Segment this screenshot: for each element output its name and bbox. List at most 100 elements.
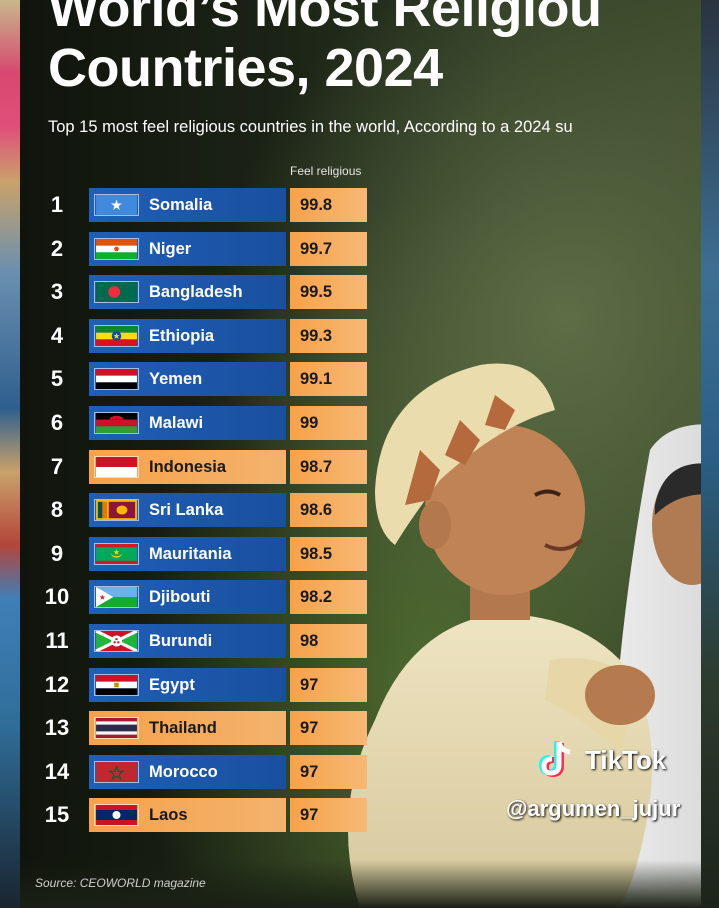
- country-name-morocco: Morocco: [149, 763, 218, 781]
- flag-mauritania-icon: [94, 543, 139, 565]
- rank-4: 4: [50, 323, 64, 348]
- country-name-egypt: Egypt: [149, 676, 195, 694]
- country-name-djibouti: Djibouti: [149, 588, 211, 606]
- column-header-feel-religious: Feel religious: [290, 164, 362, 178]
- title-line-1: World’s Most Religiou: [48, 0, 602, 38]
- flag-sri-lanka-icon: [94, 499, 139, 521]
- flag-indonesia-icon: [94, 456, 139, 478]
- rank-13: 13: [44, 715, 70, 740]
- flag-thailand-icon: [94, 717, 139, 739]
- rank-12: 12: [44, 672, 70, 697]
- country-name-burundi: Burundi: [149, 632, 213, 650]
- creator-handle: @argumen_jujur: [506, 796, 681, 821]
- value-label-malawi: 99: [300, 414, 319, 432]
- country-bar-niger: Niger: [89, 232, 286, 266]
- tiktok-logo-icon: [538, 741, 571, 778]
- value-box-bangladesh: 99.5: [290, 275, 367, 309]
- value-box-indonesia: 98.7: [290, 450, 367, 484]
- country-bar-yemen: Yemen: [89, 362, 286, 396]
- flag-malawi-icon: [94, 412, 139, 434]
- value-box-morocco: 97: [290, 755, 367, 789]
- rank-9: 9: [50, 541, 64, 566]
- country-bar-thailand: Thailand: [89, 711, 286, 745]
- value-label-ethiopia: 99.3: [300, 327, 333, 345]
- country-bar-indonesia: Indonesia: [89, 450, 286, 484]
- country-bar-morocco: Morocco: [89, 755, 286, 789]
- rank-14: 14: [44, 759, 70, 784]
- flag-burundi-icon: [94, 630, 139, 652]
- flag-somalia-icon: [94, 194, 139, 216]
- flag-egypt-icon: [94, 674, 139, 696]
- country-name-thailand: Thailand: [149, 719, 217, 737]
- flag-laos-icon: [94, 804, 139, 826]
- value-box-mauritania: 98.5: [290, 537, 367, 571]
- value-box-ethiopia: 99.3: [290, 319, 367, 353]
- rank-1: 1: [50, 192, 64, 217]
- value-box-somalia: 99.8: [290, 188, 367, 222]
- value-box-niger: 99.7: [290, 232, 367, 266]
- flag-morocco-icon: [94, 761, 139, 783]
- rank-11: 11: [45, 628, 69, 653]
- country-bar-burundi: Burundi: [89, 624, 286, 658]
- country-name-yemen: Yemen: [149, 370, 203, 388]
- value-label-burundi: 98: [300, 632, 319, 650]
- country-bar-malawi: Malawi: [89, 406, 286, 440]
- country-bar-sri-lanka: Sri Lanka: [89, 493, 286, 527]
- flag-bangladesh-icon: [94, 281, 139, 303]
- value-label-niger: 99.7: [300, 240, 333, 258]
- value-box-yemen: 99.1: [290, 362, 367, 396]
- rank-6: 6: [50, 410, 64, 435]
- flag-djibouti-icon: [94, 586, 139, 608]
- country-name-indonesia: Indonesia: [149, 458, 227, 476]
- country-name-somalia: Somalia: [149, 196, 213, 214]
- country-name-malawi: Malawi: [149, 414, 204, 432]
- value-label-morocco: 97: [300, 763, 319, 781]
- value-label-sri-lanka: 98.6: [300, 501, 333, 519]
- title-line-2: Countries, 2024: [48, 38, 443, 98]
- rank-15: 15: [44, 802, 70, 827]
- country-name-mauritania: Mauritania: [149, 545, 232, 563]
- value-label-thailand: 97: [300, 719, 319, 737]
- rank-8: 8: [50, 497, 64, 522]
- panel-bottom-fade: [20, 860, 701, 908]
- country-bar-bangladesh: Bangladesh: [89, 275, 286, 309]
- value-label-laos: 97: [300, 806, 319, 824]
- value-label-djibouti: 98.2: [300, 588, 333, 606]
- value-label-indonesia: 98.7: [300, 458, 333, 476]
- flag-yemen-icon: [94, 368, 139, 390]
- country-name-laos: Laos: [149, 806, 188, 824]
- flag-niger-icon: [94, 238, 139, 260]
- flag-ethiopia-icon: [94, 325, 139, 347]
- country-name-sri-lanka: Sri Lanka: [149, 501, 224, 519]
- country-bar-egypt: Egypt: [89, 668, 286, 702]
- value-label-bangladesh: 99.5: [300, 283, 333, 301]
- country-name-bangladesh: Bangladesh: [149, 283, 243, 301]
- chart-subtitle: Top 15 most feel religious countries in …: [48, 118, 573, 136]
- right-edge-background: [701, 0, 719, 908]
- chart-title: World’s Most Religiou Countries, 2024: [48, 0, 698, 98]
- source-note: Source: CEOWORLD magazine: [35, 876, 206, 890]
- value-box-laos: 97: [290, 798, 367, 832]
- value-box-egypt: 97: [290, 668, 367, 702]
- value-box-djibouti: 98.2: [290, 580, 367, 614]
- country-name-niger: Niger: [149, 240, 192, 258]
- value-label-yemen: 99.1: [300, 370, 333, 388]
- rank-5: 5: [50, 366, 64, 391]
- value-box-malawi: 99: [290, 406, 367, 440]
- value-label-somalia: 99.8: [300, 196, 333, 214]
- rank-3: 3: [50, 279, 64, 304]
- rank-10: 10: [44, 584, 70, 609]
- country-name-ethiopia: Ethiopia: [149, 327, 215, 345]
- value-label-mauritania: 98.5: [300, 545, 333, 563]
- rank-7: 7: [50, 454, 64, 479]
- country-bar-mauritania: Mauritania: [89, 537, 286, 571]
- value-box-burundi: 98: [290, 624, 367, 658]
- value-label-egypt: 97: [300, 676, 319, 694]
- left-edge-background: [0, 0, 20, 908]
- value-box-sri-lanka: 98.6: [290, 493, 367, 527]
- rank-2: 2: [50, 236, 64, 261]
- country-bar-somalia: Somalia: [89, 188, 286, 222]
- tiktok-watermark: TikTok: [585, 745, 667, 775]
- value-box-thailand: 97: [290, 711, 367, 745]
